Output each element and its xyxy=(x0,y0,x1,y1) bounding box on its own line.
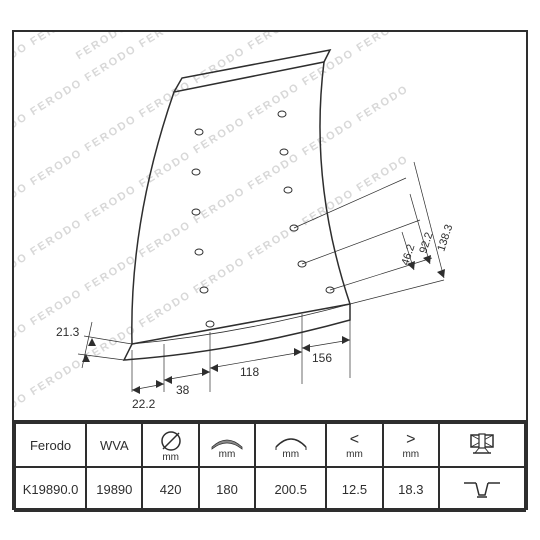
hdr-rivet-icon xyxy=(439,423,525,467)
holes xyxy=(192,111,334,327)
cell-partno: K19890.0 xyxy=(15,467,86,511)
table-area: Ferodo WVA mm mm mm < mm xyxy=(14,420,526,510)
table-header-row: Ferodo WVA mm mm mm < mm xyxy=(15,423,525,467)
cell-width: 180 xyxy=(199,467,255,511)
dim-bottom: 22.2 38 118 156 xyxy=(132,310,350,411)
cell-rivet xyxy=(439,467,525,511)
hdr-min: < mm xyxy=(326,423,382,467)
cell-min: 12.5 xyxy=(326,467,382,511)
hdr-wva: WVA xyxy=(86,423,142,467)
svg-text:38: 38 xyxy=(176,383,190,397)
hdr-length: mm xyxy=(255,423,326,467)
svg-text:22.2: 22.2 xyxy=(132,397,156,411)
hdr-brand: Ferodo xyxy=(15,423,86,467)
svg-text:138.3: 138.3 xyxy=(435,223,455,253)
cell-max: 18.3 xyxy=(383,467,439,511)
table-data-row: K19890.0 19890 420 180 200.5 12.5 18.3 xyxy=(15,467,525,511)
spec-table: Ferodo WVA mm mm mm < mm xyxy=(14,422,526,512)
hdr-width: mm xyxy=(199,423,255,467)
cell-wva: 19890 xyxy=(86,467,142,511)
diagram-area: FERODO FERODO FERODO FERODO FERODO FEROD… xyxy=(14,32,526,420)
frame: FERODO FERODO FERODO FERODO FERODO FEROD… xyxy=(12,30,528,510)
svg-text:156: 156 xyxy=(312,351,332,365)
dim-left-thickness: 21.3 xyxy=(56,322,132,368)
hdr-max: > mm xyxy=(383,423,439,467)
hdr-diameter: mm xyxy=(142,423,198,467)
cell-diameter: 420 xyxy=(142,467,198,511)
diagram-svg: 21.3 22.2 38 xyxy=(14,32,526,420)
svg-text:118: 118 xyxy=(240,365,259,379)
dim-left-label: 21.3 xyxy=(56,325,80,339)
dim-right: 46.2 92.2 138.3 xyxy=(294,162,455,304)
cell-length: 200.5 xyxy=(255,467,326,511)
